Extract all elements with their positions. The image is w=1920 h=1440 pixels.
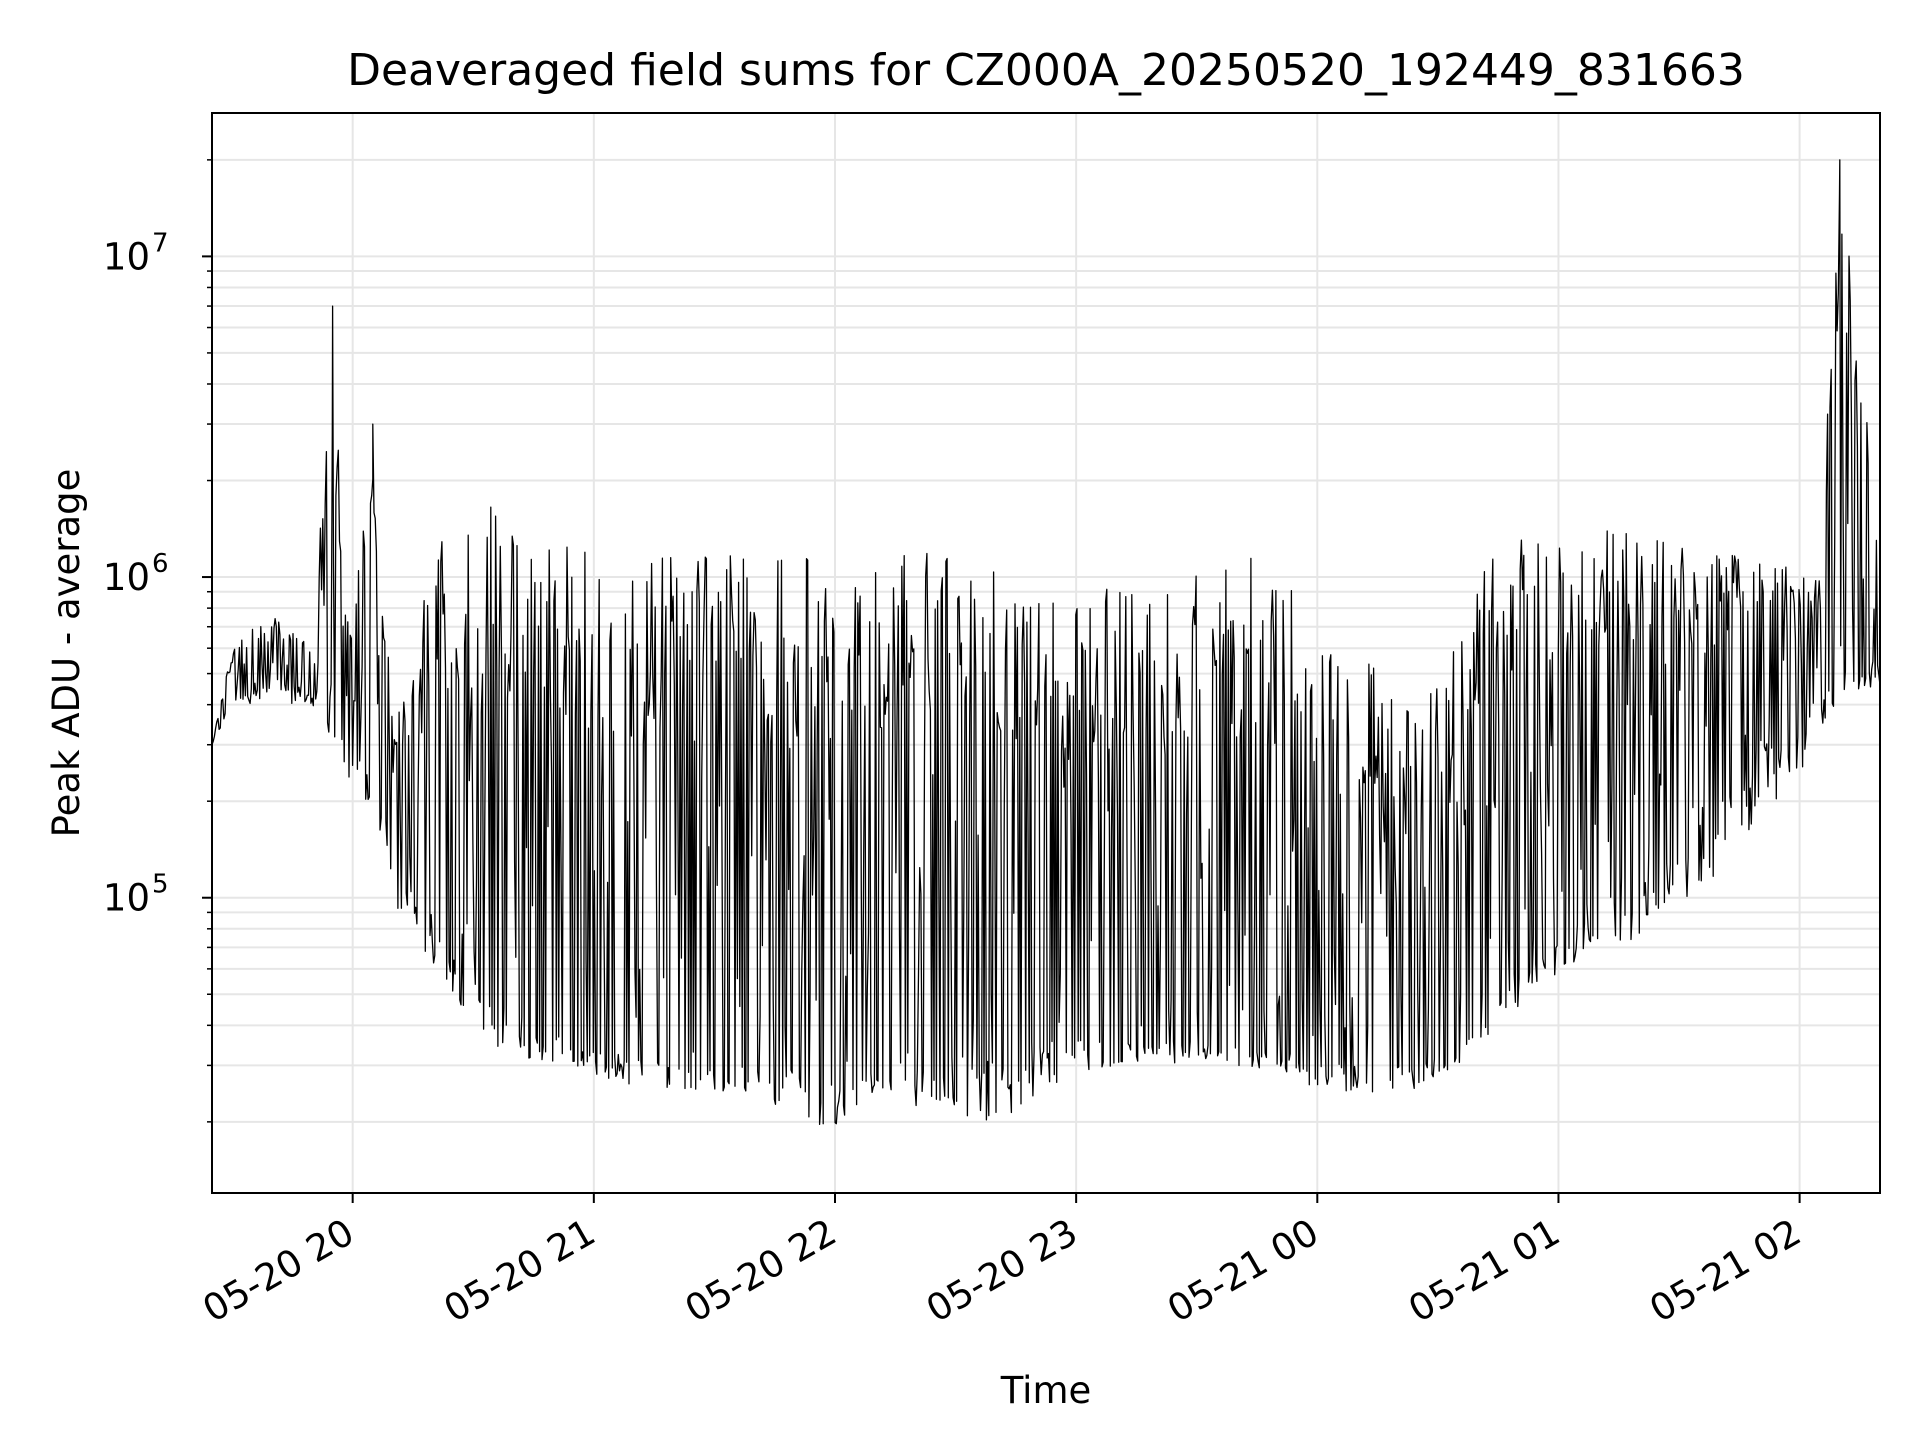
- tick-marks: [202, 159, 1801, 1203]
- plot-frame: [211, 112, 1881, 1194]
- y-tick-label: 10: [103, 556, 150, 599]
- x-tick-label: 05-20 22: [678, 1211, 844, 1331]
- x-axis-label: Time: [1000, 1369, 1092, 1412]
- y-tick-label: 10: [103, 235, 150, 278]
- y-tick-exponent: 6: [152, 549, 169, 579]
- x-tick-label: 05-21 02: [1643, 1211, 1809, 1331]
- y-tick-exponent: 7: [152, 228, 169, 258]
- data-line-group: [211, 159, 1881, 1126]
- x-tick-label: 05-20 20: [196, 1211, 362, 1331]
- y-tick-exponent: 5: [152, 870, 169, 900]
- x-tick-label: 05-20 21: [437, 1211, 603, 1331]
- chart-title: Deaveraged field sums for CZ000A_2025052…: [347, 45, 1745, 96]
- y-tick-label: 10: [103, 877, 150, 920]
- x-tick-label: 05-21 01: [1401, 1211, 1567, 1331]
- tick-labels: 05-20 20 05-20 21 05-20 22 05-20 23 05-21 00…: [103, 228, 1808, 1331]
- series-line: [211, 159, 1881, 1126]
- x-tick-label: 05-21 00: [1160, 1211, 1326, 1331]
- x-tick-label: 05-20 23: [919, 1211, 1085, 1331]
- y-axis-label: Peak ADU - average: [45, 469, 88, 838]
